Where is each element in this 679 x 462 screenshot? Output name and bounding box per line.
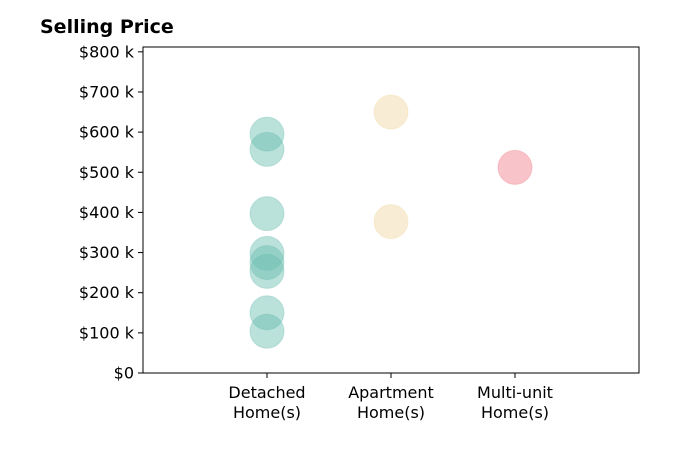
points-layer bbox=[249, 94, 533, 349]
y-tick-label: $400 k bbox=[79, 203, 135, 222]
data-point bbox=[249, 253, 285, 289]
data-point bbox=[497, 149, 533, 185]
x-tick-label: Detached Home(s) bbox=[228, 383, 305, 422]
data-point bbox=[249, 245, 285, 281]
chart-title: Selling Price bbox=[40, 16, 174, 38]
x-tick-label-line: Detached bbox=[228, 383, 305, 402]
y-tick-label: $0 bbox=[114, 364, 134, 383]
data-point bbox=[249, 196, 285, 232]
data-point bbox=[249, 295, 285, 331]
data-point bbox=[373, 94, 409, 130]
x-axis: Detached Home(s)Apartment Home(s)Multi-uni… bbox=[228, 373, 553, 422]
x-tick-label: Multi-unit Home(s) bbox=[477, 383, 553, 422]
y-tick-label: $300 k bbox=[79, 243, 135, 262]
x-tick-label: Apartment Home(s) bbox=[348, 383, 434, 422]
data-point bbox=[249, 235, 285, 271]
data-point bbox=[249, 131, 285, 167]
x-tick-label-line: Home(s) bbox=[233, 403, 301, 422]
x-tick-label-line: Apartment bbox=[348, 383, 434, 402]
x-tick-label-line: Home(s) bbox=[481, 403, 549, 422]
y-axis: $0 $100 k $200 k $300 k $400 k $500 k $600 k $7… bbox=[79, 42, 143, 383]
y-tick-label: $600 k bbox=[79, 123, 135, 142]
y-tick-label: $500 k bbox=[79, 163, 135, 182]
x-tick-label-line: Home(s) bbox=[357, 403, 425, 422]
x-tick-label-line: Multi-unit bbox=[477, 383, 553, 402]
y-tick-label: $700 k bbox=[79, 82, 135, 101]
y-tick-label: $200 k bbox=[79, 283, 135, 302]
data-point bbox=[249, 116, 285, 152]
y-tick-label: $100 k bbox=[79, 323, 135, 342]
y-tick-label: $800 k bbox=[79, 42, 135, 61]
data-point bbox=[373, 204, 409, 240]
data-point bbox=[249, 313, 285, 349]
